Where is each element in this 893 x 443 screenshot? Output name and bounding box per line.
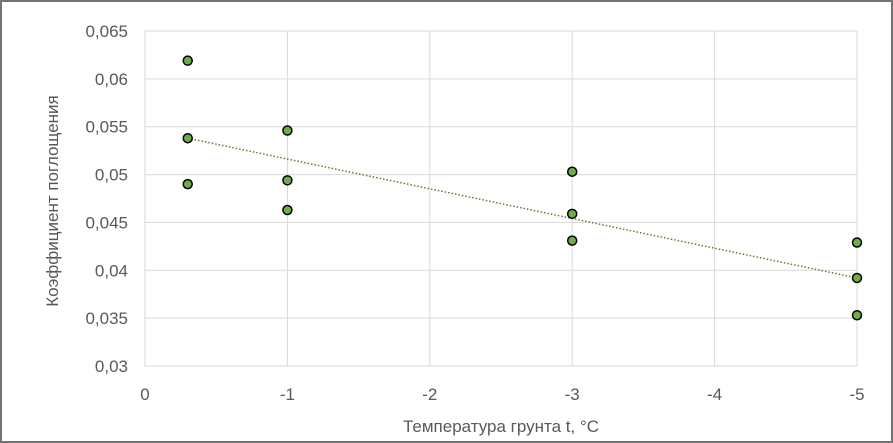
data-point xyxy=(851,310,863,321)
data-points xyxy=(182,55,863,321)
x-tick-label: -5 xyxy=(849,385,864,404)
y-tick-label: 0,04 xyxy=(95,261,128,280)
y-tick-label: 0,05 xyxy=(95,166,128,185)
data-point xyxy=(566,166,578,177)
data-point xyxy=(282,125,293,136)
y-tick-label: 0,065 xyxy=(85,22,128,41)
data-point xyxy=(566,208,578,220)
x-tick-label: -1 xyxy=(280,385,295,404)
y-axis-tick-labels: 0,03 0,035 0,04 0,045 0,05 0,055 0,06 0,065 xyxy=(85,22,128,376)
x-tick-label: -2 xyxy=(422,385,437,404)
y-tick-label: 0,045 xyxy=(85,213,128,232)
x-axis-title: Температура грунта t, °C xyxy=(403,417,599,436)
x-axis-tick-labels: 0 -1 -2 -3 -4 -5 xyxy=(140,385,864,404)
data-point xyxy=(282,175,293,186)
y-tick-label: 0,055 xyxy=(85,118,128,137)
y-axis-title: Коэффициент поглощения xyxy=(43,95,62,306)
data-point xyxy=(182,178,193,190)
data-point xyxy=(851,237,863,248)
gridlines xyxy=(144,30,858,367)
data-point xyxy=(566,235,578,246)
data-point xyxy=(851,272,863,284)
data-point xyxy=(182,132,193,144)
y-tick-label: 0,035 xyxy=(85,309,128,328)
y-tick-label: 0,06 xyxy=(95,70,128,89)
data-point xyxy=(282,204,293,216)
data-point xyxy=(182,55,193,66)
x-tick-label: -4 xyxy=(707,385,722,404)
y-tick-label: 0,03 xyxy=(95,357,128,376)
x-tick-label: 0 xyxy=(140,385,149,404)
x-tick-label: -3 xyxy=(565,385,580,404)
